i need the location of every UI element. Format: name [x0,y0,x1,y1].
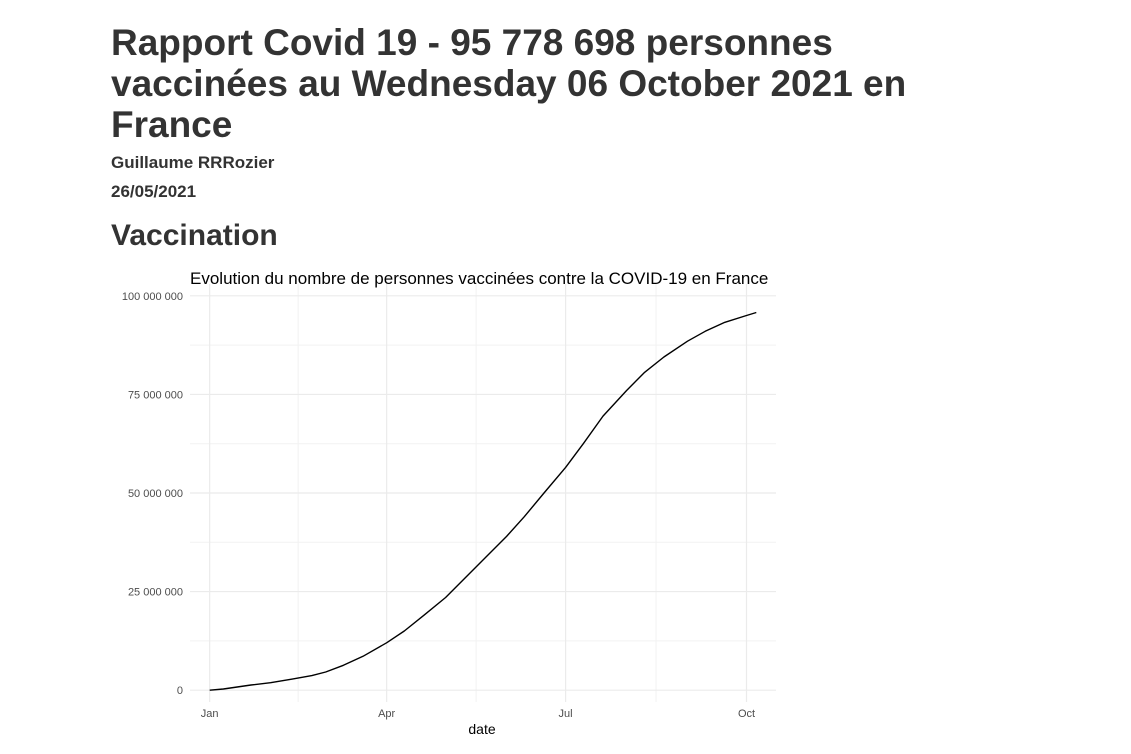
y-tick-label: 0 [177,685,183,697]
section-title-vaccination: Vaccination [111,219,278,252]
vaccinated-series-line [209,311,757,691]
chart-title: Evolution du nombre de personnes vacciné… [190,269,768,288]
vaccination-chart-svg: 0 25 000 000 50 000 000 75 000 000 100 000 0… [122,269,776,737]
report-date: 26/05/2021 [111,182,197,201]
vaccination-chart: 0 25 000 000 50 000 000 75 000 000 100 000 0… [105,262,785,754]
report-author: Guillaume RRRozier [111,153,275,172]
x-tick-label: Apr [378,708,395,720]
y-tick-label: 75 000 000 [128,389,183,401]
report-title: Rapport Covid 19 - 95 778 698 personnes … [111,22,907,145]
y-tick-label: 50 000 000 [128,488,183,500]
x-tick-label: Jan [201,708,219,720]
y-tick-label: 100 000 000 [122,291,183,303]
x-tick-label: Jul [559,708,573,720]
x-tick-label: Oct [738,708,755,720]
x-axis-title: date [468,721,495,737]
y-tick-label: 25 000 000 [128,587,183,599]
